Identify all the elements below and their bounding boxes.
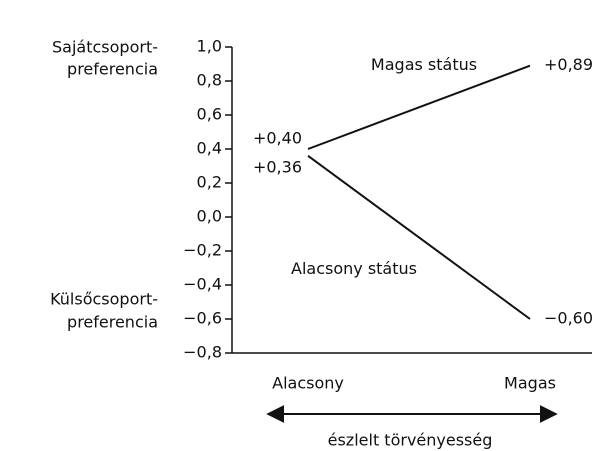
y-tick-label: 0,4 (197, 139, 222, 158)
top-label: Sajátcsoport- (52, 38, 158, 57)
y-tick-label: 0,8 (197, 71, 222, 90)
value-label: +0,40 (253, 129, 302, 148)
value-label: +0,36 (253, 157, 302, 176)
top-label: preferencia (67, 60, 158, 79)
y-tick-label: 0,2 (197, 173, 222, 192)
x-axis-label: észlelt törvényesség (328, 431, 493, 450)
series-line (307, 64, 531, 150)
bottom-label: preferencia (67, 313, 158, 332)
y-tick-label: 0,0 (197, 207, 222, 226)
value-label: +0,89 (544, 55, 593, 74)
y-tick-label: −0,4 (183, 275, 222, 294)
series-line (307, 154, 531, 320)
bottom-label: Külsőcsoport- (50, 290, 158, 309)
value-label: −0,60 (544, 309, 593, 328)
x-tick-label: Alacsony (272, 374, 344, 393)
y-tick-label: −0,8 (183, 343, 222, 362)
y-tick-label: 1,0 (197, 37, 222, 56)
y-tick-label: −0,2 (183, 241, 222, 260)
series-label: Magas státus (371, 55, 477, 74)
y-tick-label: 0,6 (197, 105, 222, 124)
series-label: Alacsony státus (291, 259, 417, 278)
x-tick-label: Magas (504, 374, 556, 393)
y-tick-label: −0,6 (183, 309, 222, 328)
